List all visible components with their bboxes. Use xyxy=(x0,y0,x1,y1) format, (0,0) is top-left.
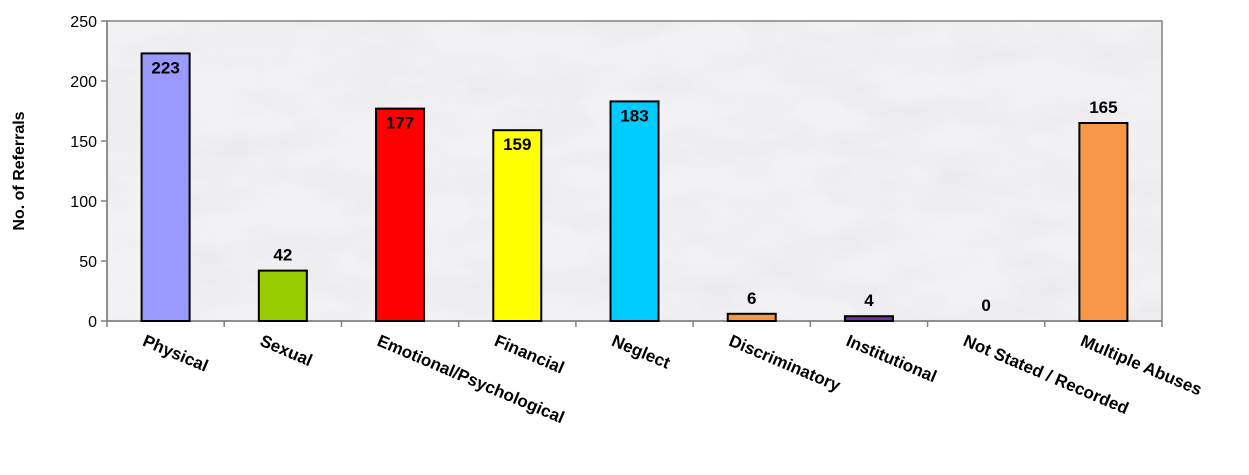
x-category-label: Financial xyxy=(492,331,567,377)
bar xyxy=(257,269,308,323)
bar xyxy=(609,100,660,323)
x-category-label: Neglect xyxy=(609,331,673,373)
bar xyxy=(375,107,426,322)
bar xyxy=(492,129,543,322)
y-tick-label: 200 xyxy=(70,74,97,91)
data-labels: 223 42 177 159 183 6 4 0 165 xyxy=(151,58,1117,315)
x-category-label: Institutional xyxy=(843,331,939,386)
data-label: 0 xyxy=(981,296,990,315)
x-axis: Physical Sexual Emotional/PsychologicalFin… xyxy=(106,320,1205,427)
data-label: 177 xyxy=(386,114,414,133)
y-tick-label: 250 xyxy=(70,14,97,31)
data-label: 4 xyxy=(864,291,874,310)
data-label: 6 xyxy=(747,289,756,308)
x-category-label: Physical xyxy=(140,331,211,375)
data-label: 183 xyxy=(620,106,648,125)
bar xyxy=(843,315,894,323)
y-tick-label: 150 xyxy=(70,134,97,151)
x-category-label: Discriminatory xyxy=(726,331,844,395)
x-category-label: Sexual xyxy=(257,331,315,370)
bars xyxy=(140,52,1129,323)
bar xyxy=(140,52,191,323)
x-category-label: Emotional/Psychological xyxy=(374,331,567,427)
y-axis: 0 50 100 150 200 250 xyxy=(70,14,108,331)
bar xyxy=(726,312,777,322)
y-tick-label: 50 xyxy=(79,254,97,271)
data-label: 223 xyxy=(151,58,179,77)
bar xyxy=(1078,122,1129,322)
data-label: 159 xyxy=(503,135,531,154)
y-axis-title: No. of Referrals xyxy=(11,111,28,230)
data-label: 165 xyxy=(1089,98,1117,117)
y-tick-label: 100 xyxy=(70,194,97,211)
y-tick-label: 0 xyxy=(88,314,97,331)
data-label: 42 xyxy=(273,246,292,265)
